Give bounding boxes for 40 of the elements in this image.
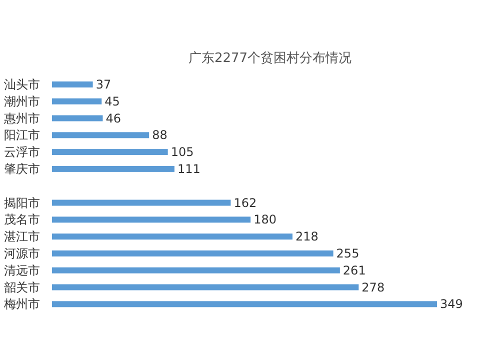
data-label: 46 xyxy=(106,111,122,126)
chart-title: 广东2277个贫困村分布情况 xyxy=(188,51,352,66)
data-label: 162 xyxy=(234,196,257,210)
bar xyxy=(52,301,437,308)
bar xyxy=(52,284,359,290)
bar xyxy=(52,216,251,223)
bar xyxy=(52,267,340,274)
bar xyxy=(52,81,93,88)
data-label: 45 xyxy=(104,94,120,108)
y-tick-label: 茂名市 xyxy=(4,212,40,227)
y-tick-label: 湛江市 xyxy=(4,230,40,244)
data-label: 111 xyxy=(177,162,200,176)
data-label: 349 xyxy=(440,297,463,312)
data-label: 37 xyxy=(96,77,112,92)
bar xyxy=(52,132,150,138)
y-tick-label: 河源市 xyxy=(4,246,40,260)
data-label: 261 xyxy=(342,263,366,278)
y-tick-label: 肇庆市 xyxy=(4,162,40,176)
bar xyxy=(52,149,168,156)
bar xyxy=(52,200,231,206)
bar xyxy=(52,166,174,172)
y-tick-label: 潮州市 xyxy=(4,94,40,108)
y-tick-label: 韶关市 xyxy=(4,280,40,294)
bar xyxy=(52,115,103,122)
data-label: 105 xyxy=(170,145,194,160)
y-tick-label: 清远市 xyxy=(4,263,40,278)
data-label: 278 xyxy=(362,280,385,294)
y-tick-label: 惠州市 xyxy=(3,111,40,126)
bar xyxy=(52,234,292,240)
y-tick-label: 云浮市 xyxy=(4,145,40,160)
data-label: 88 xyxy=(152,128,168,142)
y-tick-label: 汕头市 xyxy=(4,77,40,92)
y-tick-label: 阳江市 xyxy=(4,128,40,142)
bar xyxy=(52,250,334,256)
y-tick-label: 梅州市 xyxy=(3,297,40,312)
data-label: 180 xyxy=(254,212,276,227)
data-label: 218 xyxy=(295,230,318,244)
data-label: 255 xyxy=(336,246,360,260)
y-tick-label: 揭阳市 xyxy=(4,196,40,210)
bar xyxy=(52,98,102,104)
